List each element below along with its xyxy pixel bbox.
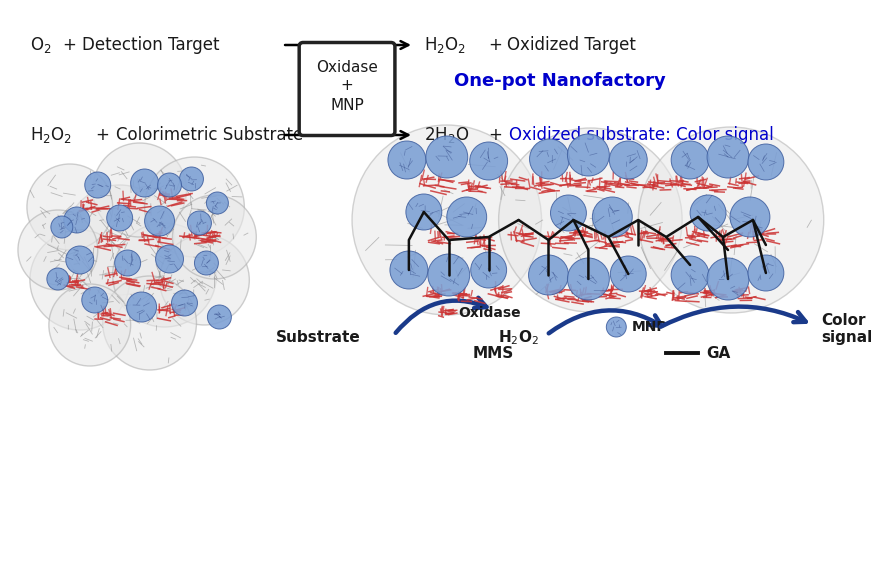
Circle shape (567, 258, 609, 300)
Text: +: + (62, 36, 75, 54)
Circle shape (638, 127, 823, 313)
Circle shape (103, 276, 196, 370)
Circle shape (747, 144, 783, 180)
Circle shape (155, 245, 183, 273)
Text: Oxidase: Oxidase (458, 306, 521, 320)
Circle shape (30, 230, 129, 330)
Text: Color
signal: Color signal (820, 313, 872, 345)
Text: One-pot Nanofactory: One-pot Nanofactory (454, 72, 664, 90)
Circle shape (470, 252, 506, 288)
Text: Substrate: Substrate (276, 331, 361, 346)
Circle shape (18, 210, 97, 290)
Circle shape (85, 172, 111, 198)
Circle shape (93, 143, 186, 237)
Text: MNP: MNP (631, 320, 666, 334)
Circle shape (387, 141, 425, 179)
Circle shape (144, 157, 244, 257)
Circle shape (567, 134, 609, 176)
Circle shape (498, 128, 681, 312)
Circle shape (194, 251, 218, 275)
Text: H$_2$O$_2$: H$_2$O$_2$ (498, 329, 539, 347)
Circle shape (706, 258, 748, 300)
Circle shape (114, 250, 141, 276)
Circle shape (729, 197, 769, 237)
Text: 2H$_2$O: 2H$_2$O (424, 125, 469, 145)
Circle shape (207, 305, 231, 329)
Text: GA: GA (705, 346, 729, 361)
Text: H$_2$O$_2$: H$_2$O$_2$ (424, 35, 465, 55)
Text: MNP: MNP (330, 98, 363, 113)
Circle shape (179, 167, 203, 191)
Circle shape (82, 287, 107, 313)
Circle shape (609, 141, 647, 179)
Circle shape (66, 246, 94, 274)
Circle shape (689, 195, 726, 231)
Text: Detection Target: Detection Target (82, 36, 219, 54)
Circle shape (173, 195, 256, 279)
Circle shape (529, 139, 569, 179)
Circle shape (706, 136, 748, 178)
Circle shape (592, 197, 632, 237)
Circle shape (127, 292, 157, 322)
Circle shape (550, 195, 586, 231)
Circle shape (47, 268, 69, 290)
Circle shape (187, 211, 211, 235)
Text: Colorimetric Substrate: Colorimetric Substrate (115, 126, 303, 144)
Circle shape (425, 136, 467, 178)
Circle shape (49, 284, 130, 366)
Circle shape (470, 142, 507, 180)
Circle shape (171, 290, 198, 316)
Text: MMS: MMS (472, 346, 514, 361)
Circle shape (427, 254, 470, 296)
Text: Oxidase: Oxidase (315, 59, 377, 75)
Circle shape (130, 169, 159, 197)
Circle shape (159, 235, 249, 325)
Circle shape (610, 256, 646, 292)
Circle shape (406, 194, 441, 230)
Circle shape (27, 164, 113, 250)
Circle shape (352, 125, 541, 315)
Circle shape (606, 317, 626, 337)
Circle shape (51, 216, 73, 238)
Text: Oxidized Target: Oxidized Target (506, 36, 634, 54)
Circle shape (65, 185, 175, 295)
Circle shape (64, 207, 89, 233)
Circle shape (747, 255, 783, 291)
Text: O$_2$: O$_2$ (30, 35, 51, 55)
Circle shape (671, 141, 708, 179)
Circle shape (671, 256, 708, 294)
Circle shape (144, 206, 175, 236)
Text: +: + (340, 78, 353, 93)
Text: H$_2$O$_2$: H$_2$O$_2$ (30, 125, 72, 145)
Circle shape (528, 255, 568, 295)
Circle shape (390, 251, 427, 289)
Circle shape (206, 192, 228, 214)
Text: +: + (488, 36, 502, 54)
Circle shape (113, 223, 216, 327)
Circle shape (106, 205, 133, 231)
Text: +: + (488, 126, 502, 144)
Text: Oxidized substrate: Color signal: Oxidized substrate: Color signal (508, 126, 773, 144)
Text: +: + (96, 126, 110, 144)
FancyBboxPatch shape (299, 43, 394, 136)
Circle shape (447, 197, 486, 237)
Circle shape (158, 173, 182, 197)
